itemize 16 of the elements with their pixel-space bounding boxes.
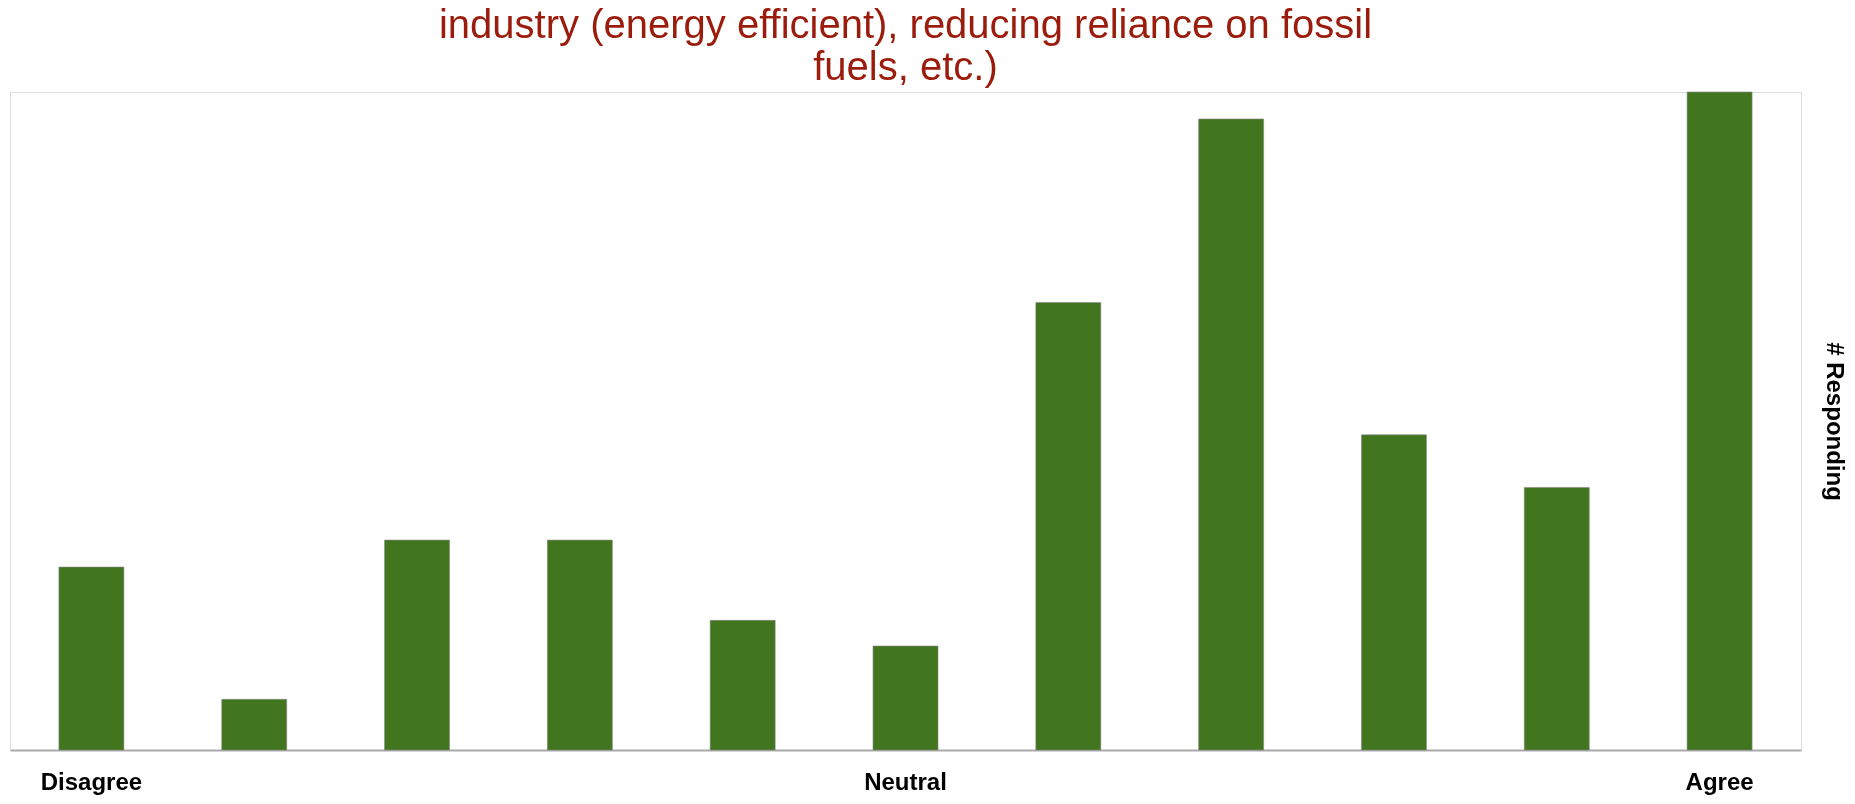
x-tick-label: Neutral	[864, 767, 947, 795]
bar	[1035, 302, 1102, 751]
bar	[547, 539, 613, 751]
x-tick-label: Agree	[1685, 767, 1754, 795]
bar	[1686, 91, 1753, 751]
bar	[872, 645, 939, 751]
bar	[1523, 487, 1590, 751]
x-tick-label: Disagree	[40, 767, 143, 795]
bar	[709, 620, 776, 751]
text: industry (energy efficient), reducing reliance on fossil	[438, 1, 1373, 46]
bar	[384, 539, 450, 751]
bar	[58, 566, 125, 751]
bar	[1198, 118, 1264, 751]
bar	[1361, 434, 1427, 751]
bar	[221, 699, 288, 751]
y-axis-title: # Responding	[1821, 342, 1849, 501]
